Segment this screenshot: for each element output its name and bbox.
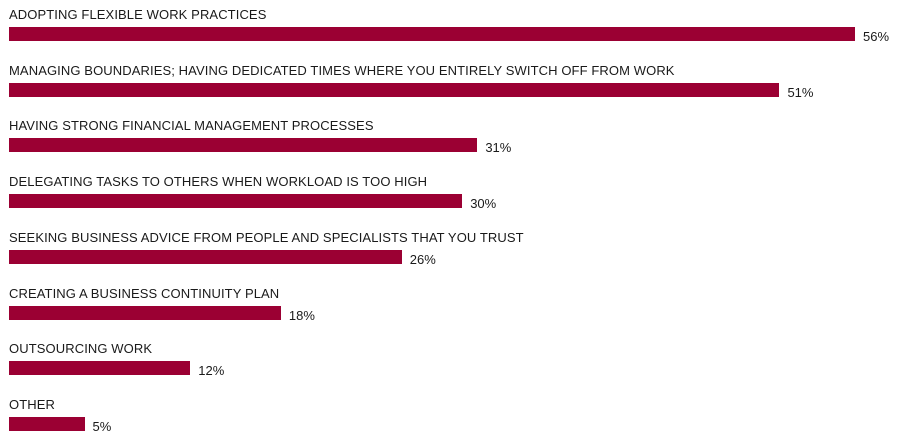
bar (9, 361, 191, 376)
value-label: 18% (288, 307, 315, 323)
chart-row: SEEKING BUSINESS ADVICE FROM PEOPLE AND … (0, 229, 901, 279)
value-label: 12% (198, 363, 225, 379)
value-label: 30% (470, 196, 497, 212)
bar (9, 194, 463, 209)
chart-row: OUTSOURCING WORK 12% (0, 340, 901, 390)
bar (9, 27, 855, 41)
category-label: CREATING A BUSINESS CONTINUITY PLAN (9, 285, 280, 301)
bar-chart: ADOPTING FLEXIBLE WORK PRACTICES 56% MANAG… (0, 6, 901, 434)
chart-row: OTHER 5% (0, 396, 901, 446)
category-label: OTHER (9, 396, 55, 412)
chart-row: DELEGATING TASKS TO OTHERS WHEN WORKLOAD… (0, 173, 901, 223)
value-label: 26% (409, 251, 436, 267)
chart-row: CREATING A BUSINESS CONTINUITY PLAN 18% (0, 285, 901, 335)
value-label: 51% (787, 84, 814, 100)
category-label: MANAGING BOUNDARIES; HAVING DEDICATED TI… (9, 62, 675, 78)
bar (9, 416, 85, 431)
category-label: OUTSOURCING WORK (9, 341, 153, 357)
chart-row: ADOPTING FLEXIBLE WORK PRACTICES 56% (0, 6, 901, 56)
bar (9, 305, 281, 320)
category-label: DELEGATING TASKS TO OTHERS WHEN WORKLOAD… (9, 174, 428, 190)
chart-row: HAVING STRONG FINANCIAL MANAGEMENT PROCE… (0, 117, 901, 167)
value-label: 31% (485, 140, 512, 156)
chart-row: MANAGING BOUNDARIES; HAVING DEDICATED TI… (0, 62, 901, 112)
bar (9, 249, 402, 264)
bar (9, 138, 478, 153)
bar (9, 82, 780, 97)
value-label: 5% (92, 418, 112, 434)
category-label: SEEKING BUSINESS ADVICE FROM PEOPLE AND … (9, 229, 524, 245)
category-label: ADOPTING FLEXIBLE WORK PRACTICES (9, 7, 267, 22)
category-label: HAVING STRONG FINANCIAL MANAGEMENT PROCE… (9, 118, 374, 134)
value-label: 56% (863, 29, 890, 44)
